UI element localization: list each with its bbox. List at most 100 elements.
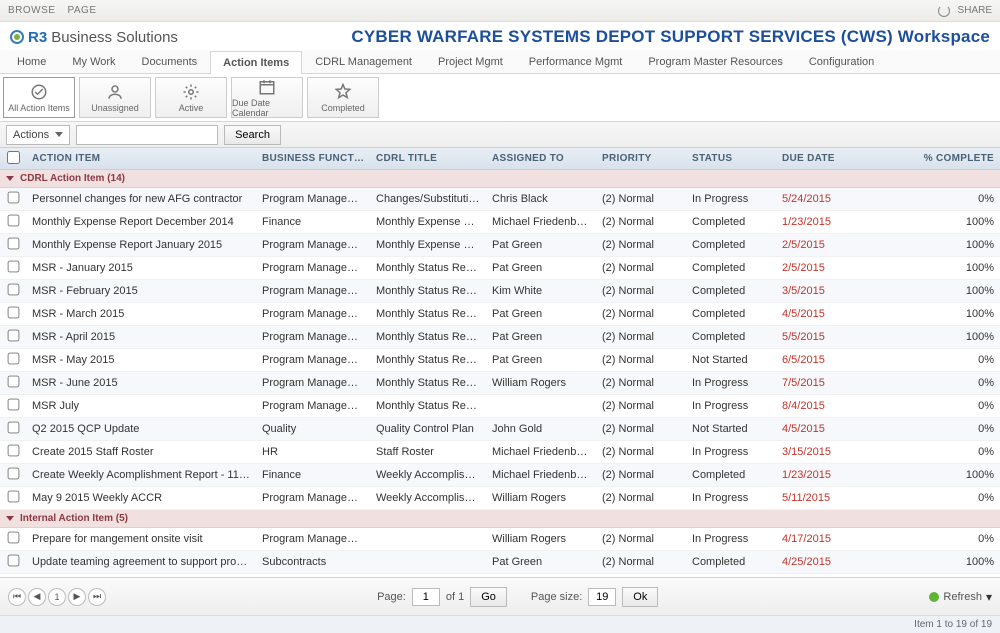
search-button[interactable]: Search <box>224 125 281 145</box>
row-checkbox[interactable] <box>7 468 19 480</box>
page-go-button[interactable]: Go <box>470 587 507 607</box>
table-row[interactable]: MSR - April 2015Program ManagementMonthl… <box>0 326 1000 349</box>
cell-action-item[interactable]: MSR - March 2015 <box>26 305 256 323</box>
row-checkbox[interactable] <box>7 555 19 567</box>
pager-last[interactable]: ⏭ <box>88 588 106 606</box>
tab-project-mgmt[interactable]: Project Mgmt <box>425 50 516 73</box>
cell-action-item[interactable]: Create 2015 Staff Roster <box>26 443 256 461</box>
table-row[interactable]: Update teaming agreement to support prod… <box>0 551 1000 574</box>
cell-action-item[interactable]: Create Weekly Acomplishment Report - 11.… <box>26 466 256 484</box>
ribbon-share[interactable]: SHARE <box>958 5 992 16</box>
table-row[interactable]: Personnel changes for new AFG contractor… <box>0 188 1000 211</box>
expand-icon[interactable] <box>6 176 14 181</box>
expand-icon[interactable] <box>6 516 14 521</box>
row-checkbox[interactable] <box>7 445 19 457</box>
row-checkbox[interactable] <box>7 330 19 342</box>
cell-action-item[interactable]: Monthly Expense Report January 2015 <box>26 236 256 254</box>
col-priority[interactable]: PRIORITY <box>596 150 686 167</box>
cell-action-item[interactable]: MSR - May 2015 <box>26 351 256 369</box>
table-row[interactable]: MSR JulyProgram ManagementMonthly Status… <box>0 395 1000 418</box>
cell-action-item[interactable]: MSR - April 2015 <box>26 328 256 346</box>
row-checkbox[interactable] <box>7 215 19 227</box>
tab-action-items[interactable]: Action Items <box>210 51 302 74</box>
actions-dropdown[interactable]: Actions <box>6 125 70 145</box>
table-row[interactable]: May 9 2015 Weekly ACCRProgram Management… <box>0 487 1000 510</box>
row-checkbox[interactable] <box>7 261 19 273</box>
table-row[interactable]: Onramp ABC SolutionsSubcontractsWilliam … <box>0 574 1000 577</box>
row-checkbox[interactable] <box>7 491 19 503</box>
table-row[interactable]: MSR - January 2015Program ManagementMont… <box>0 257 1000 280</box>
row-checkbox[interactable] <box>7 284 19 296</box>
col-status[interactable]: STATUS <box>686 150 776 167</box>
cell-action-item[interactable]: Monthly Expense Report December 2014 <box>26 213 256 231</box>
cell-action-item[interactable]: Onramp ABC Solutions <box>26 576 256 577</box>
cell-action-item[interactable]: Q2 2015 QCP Update <box>26 420 256 438</box>
group-header[interactable]: CDRL Action Item (14) <box>0 170 1000 188</box>
col-business-function[interactable]: BUSINESS FUNCTION <box>256 150 370 167</box>
table-row[interactable]: MSR - June 2015Program ManagementMonthly… <box>0 372 1000 395</box>
cell-action-item[interactable]: MSR July <box>26 397 256 415</box>
row-checkbox[interactable] <box>7 353 19 365</box>
ribbon-page[interactable]: PAGE <box>67 5 96 16</box>
filter-due-date-calendar[interactable]: Due Date Calendar <box>231 77 303 118</box>
cell-business-function: Subcontracts <box>256 576 370 577</box>
tab-configuration[interactable]: Configuration <box>796 50 887 73</box>
page-input[interactable] <box>412 588 440 606</box>
filter-all-action-items[interactable]: All Action Items <box>3 77 75 118</box>
table-row[interactable]: Q2 2015 QCP UpdateQualityQuality Control… <box>0 418 1000 441</box>
cell-action-item[interactable]: Personnel changes for new AFG contractor <box>26 190 256 208</box>
pager-prev[interactable]: ◀ <box>28 588 46 606</box>
tab-home[interactable]: Home <box>4 50 59 73</box>
pagesize-input[interactable] <box>588 588 616 606</box>
cell-due-date: 5/22/2015 <box>776 576 866 577</box>
tab-performance-mgmt[interactable]: Performance Mgmt <box>516 50 636 73</box>
col-assigned-to[interactable]: ASSIGNED TO <box>486 150 596 167</box>
tab-documents[interactable]: Documents <box>129 50 211 73</box>
star-icon <box>334 83 352 101</box>
table-row[interactable]: Create Weekly Acomplishment Report - 11.… <box>0 464 1000 487</box>
table-row[interactable]: MSR - May 2015Program ManagementMonthly … <box>0 349 1000 372</box>
tab-program-master-resources[interactable]: Program Master Resources <box>635 50 796 73</box>
sync-icon[interactable] <box>938 5 950 17</box>
pagesize-ok-button[interactable]: Ok <box>622 587 658 607</box>
cell-action-item[interactable]: Update teaming agreement to support prod… <box>26 553 256 571</box>
tab-my-work[interactable]: My Work <box>59 50 128 73</box>
col-action-item[interactable]: ACTION ITEM <box>26 150 256 167</box>
col-percent-complete[interactable]: % COMPLETE <box>866 150 1000 167</box>
filter-unassigned[interactable]: Unassigned <box>79 77 151 118</box>
cell-action-item[interactable]: MSR - January 2015 <box>26 259 256 277</box>
tab-cdrl-management[interactable]: CDRL Management <box>302 50 425 73</box>
pager-first[interactable]: ⏮ <box>8 588 26 606</box>
col-cdrl-title[interactable]: CDRL TITLE <box>370 150 486 167</box>
row-checkbox[interactable] <box>7 399 19 411</box>
cell-action-item[interactable]: MSR - February 2015 <box>26 282 256 300</box>
filter-completed[interactable]: Completed <box>307 77 379 118</box>
row-checkbox[interactable] <box>7 376 19 388</box>
refresh-button[interactable]: Refresh ▾ <box>929 590 992 604</box>
table-row[interactable]: Create 2015 Staff RosterHRStaff RosterMi… <box>0 441 1000 464</box>
group-header[interactable]: Internal Action Item (5) <box>0 510 1000 528</box>
select-all-checkbox[interactable] <box>7 151 20 164</box>
row-checkbox[interactable] <box>7 238 19 250</box>
row-checkbox[interactable] <box>7 532 19 544</box>
cell-action-item[interactable]: May 9 2015 Weekly ACCR <box>26 489 256 507</box>
col-due-date[interactable]: DUE DATE <box>776 150 866 167</box>
ribbon-browse[interactable]: BROWSE <box>8 5 55 16</box>
cell-action-item[interactable]: Prepare for mangement onsite visit <box>26 530 256 548</box>
pager-next[interactable]: ▶ <box>68 588 86 606</box>
table-row[interactable]: MSR - March 2015Program ManagementMonthl… <box>0 303 1000 326</box>
cell-priority: (2) Normal <box>596 328 686 346</box>
table-row[interactable]: Monthly Expense Report January 2015Progr… <box>0 234 1000 257</box>
filter-label: Active <box>179 103 204 113</box>
row-checkbox[interactable] <box>7 307 19 319</box>
user-icon <box>106 83 124 101</box>
table-row[interactable]: MSR - February 2015Program ManagementMon… <box>0 280 1000 303</box>
search-input[interactable] <box>76 125 218 145</box>
cell-action-item[interactable]: MSR - June 2015 <box>26 374 256 392</box>
table-row[interactable]: Monthly Expense Report December 2014Fina… <box>0 211 1000 234</box>
row-checkbox[interactable] <box>7 192 19 204</box>
filter-active[interactable]: Active <box>155 77 227 118</box>
row-checkbox[interactable] <box>7 422 19 434</box>
table-row[interactable]: Prepare for mangement onsite visitProgra… <box>0 528 1000 551</box>
cell-percent-complete: 0% <box>866 351 1000 369</box>
